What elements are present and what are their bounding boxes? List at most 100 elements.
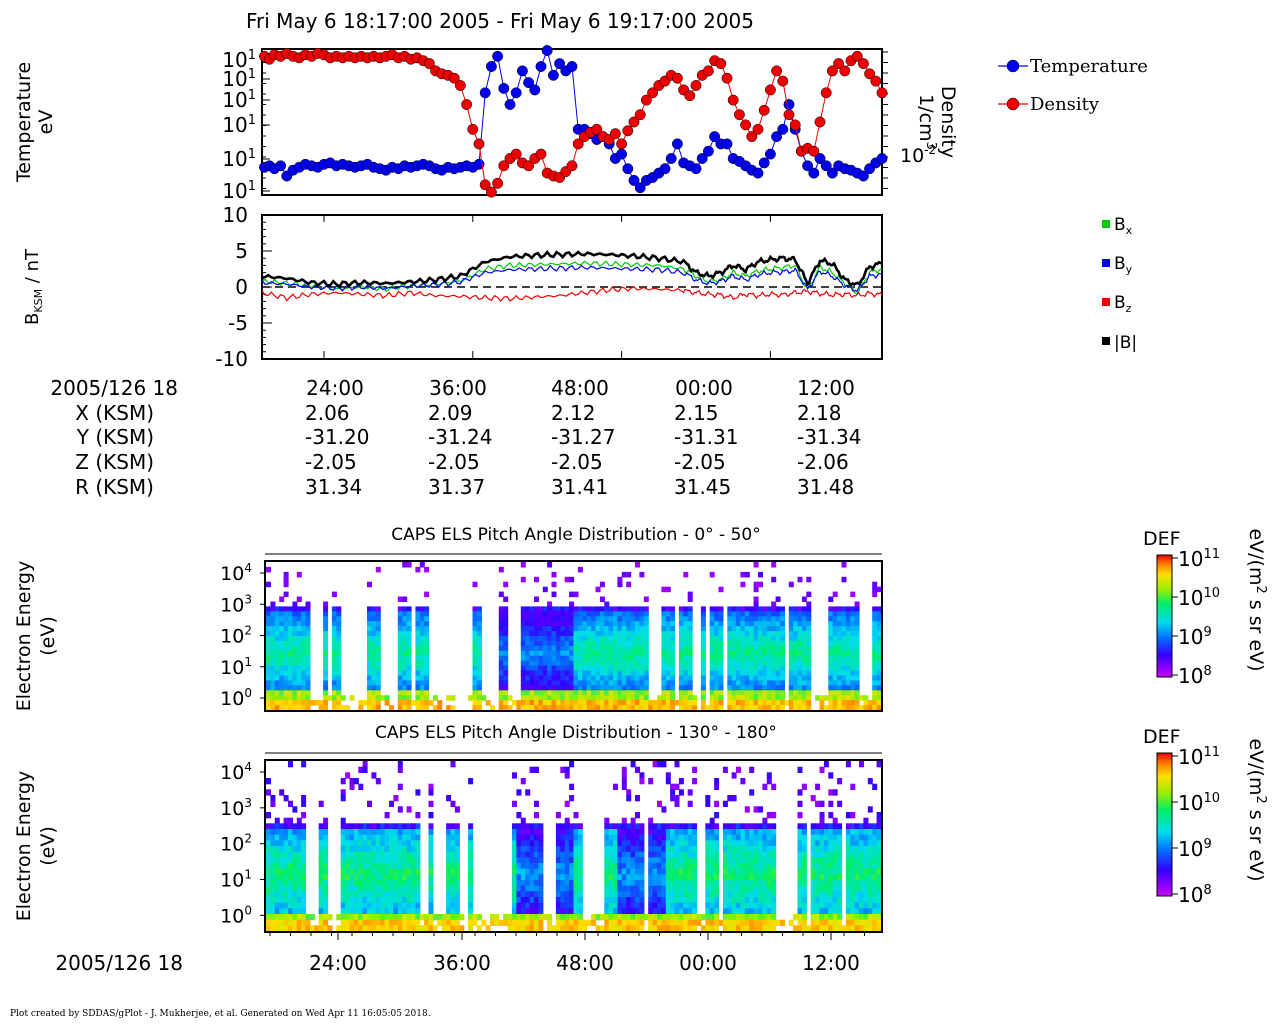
spectrogram-cell <box>714 655 720 662</box>
spectrogram-cell <box>630 914 636 921</box>
spectrogram-cell <box>643 636 649 642</box>
spectrogram-cell <box>318 705 324 711</box>
spectrogram-cell <box>560 925 566 932</box>
spectrogram-cell <box>823 823 829 830</box>
spectrogram-cell <box>832 868 838 875</box>
spectrogram-cell <box>621 660 627 667</box>
spectrogram-cell <box>397 636 403 642</box>
spectrogram-cell <box>692 868 698 875</box>
spectrogram-cell <box>621 705 627 711</box>
spectrogram-cell <box>687 925 693 932</box>
spectrogram-cell <box>283 626 289 632</box>
spectrogram-cell <box>621 778 627 785</box>
spectrogram-cell <box>797 840 803 847</box>
spectrogram-cell <box>665 695 671 701</box>
spectrogram-cell <box>775 606 781 612</box>
spectrogram-cell <box>766 616 772 622</box>
spectrogram-cell <box>371 846 377 853</box>
spectrogram-cell <box>301 705 307 711</box>
spectrogram-cell <box>266 581 271 588</box>
spectrogram-cell <box>692 846 698 853</box>
spectrogram-cell <box>538 868 544 875</box>
spectrogram-cell <box>850 705 856 711</box>
spectrogram-cell <box>345 885 351 892</box>
spectrogram-cell <box>806 606 812 612</box>
spectrogram-cell <box>468 846 474 853</box>
spectrogram-cell <box>604 670 610 676</box>
spectrogram-cell <box>415 670 421 676</box>
spectrogram-cell <box>854 823 860 830</box>
spectrogram-cell <box>380 919 386 926</box>
spectrogram-cell <box>714 670 720 676</box>
spectrogram-cell <box>529 700 535 706</box>
spectrogram-cell <box>274 700 280 706</box>
spectrogram-cell <box>301 621 307 627</box>
spectrogram-cell <box>538 621 544 627</box>
spectrogram-cell <box>872 846 878 853</box>
spectrogram-cell <box>762 823 768 830</box>
spectrogram-cell <box>305 655 311 662</box>
spectrogram-cell <box>371 670 377 676</box>
spectrogram-cell <box>722 885 728 892</box>
spectrogram-cell <box>270 840 276 847</box>
spectrogram-cell <box>498 695 504 701</box>
spectrogram-cell <box>292 863 298 870</box>
spectrogram-cell <box>661 851 667 858</box>
spectrogram-cell <box>375 626 381 632</box>
spectrogram-cell <box>850 695 856 701</box>
spectrogram-cell <box>305 606 311 612</box>
spectrogram-cell <box>801 874 807 881</box>
spectrogram-cell <box>402 675 408 681</box>
spectrogram-cell <box>665 925 671 932</box>
spectrogram-cell <box>283 817 289 824</box>
spectrogram-cell <box>740 685 746 691</box>
spectrogram-cell <box>749 829 755 836</box>
spectrogram-cell <box>406 670 412 676</box>
density-point <box>622 125 634 137</box>
spectrogram-cell <box>582 660 588 667</box>
spectrogram-cell <box>613 868 618 875</box>
spectrogram-cell <box>683 834 689 841</box>
spectrogram-cell <box>771 640 777 647</box>
spectrogram-cell <box>736 868 741 875</box>
spectrogram-cell <box>577 626 583 632</box>
spectrogram-cell <box>476 680 482 686</box>
spectrogram-cell <box>731 636 737 642</box>
spectrogram-cell <box>512 834 517 841</box>
spectrogram-cell <box>643 660 649 667</box>
spectrogram-cell <box>512 851 517 858</box>
spectrogram-cell <box>283 670 289 676</box>
spectrogram-cell <box>503 621 509 627</box>
spectrogram-cell <box>766 840 772 847</box>
spectrogram-cell <box>547 700 553 706</box>
spectrogram-cell <box>678 675 684 681</box>
temperature-point <box>876 153 888 164</box>
spectrogram-cell <box>709 868 715 875</box>
spectrogram-cell <box>639 908 645 915</box>
spectrogram-cell <box>292 908 298 915</box>
spectrogram-cell <box>687 846 693 853</box>
spectrogram-cell <box>336 626 342 632</box>
spectrogram-cell <box>586 695 592 701</box>
spectrogram-cell <box>635 897 640 904</box>
spectrogram-cell <box>775 690 781 696</box>
spectrogram-cell <box>652 880 658 887</box>
spectrogram-cell <box>520 885 526 892</box>
spectrogram-cell <box>516 840 522 847</box>
spectrogram-cell <box>621 868 627 875</box>
spectrogram-cell <box>595 705 601 711</box>
spectrogram-cell <box>529 857 535 864</box>
spectrogram-cell <box>806 670 812 676</box>
spectrogram-cell <box>551 665 557 672</box>
spectrogram-cell <box>727 874 733 881</box>
spectrogram-cell <box>560 700 566 706</box>
spectrogram-cell <box>560 626 566 632</box>
spectrogram-cell <box>305 636 311 642</box>
spectrogram-cell <box>872 919 878 926</box>
spectrogram-cell <box>797 705 803 711</box>
spectrogram-cell <box>380 908 386 915</box>
spectrogram-cell <box>775 636 781 642</box>
spectrogram-cell <box>512 846 517 853</box>
spectrogram-cell <box>652 902 658 909</box>
